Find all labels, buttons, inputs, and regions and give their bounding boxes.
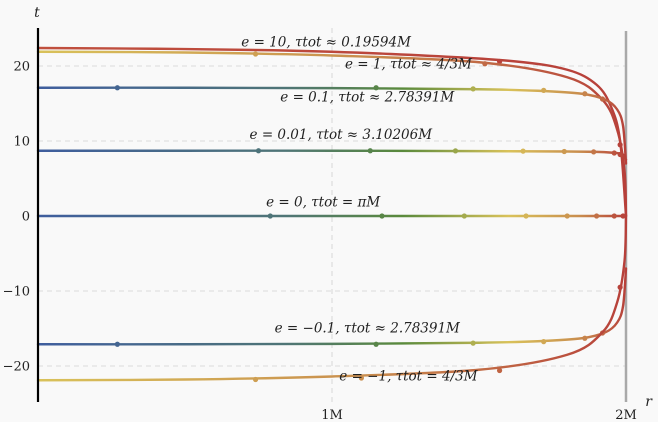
curve-label: e = 0, τtot = πM (266, 194, 381, 210)
series-point (541, 339, 547, 345)
y-tick-label: 20 (13, 60, 30, 75)
y-tick-label: −20 (3, 360, 30, 375)
series-point (582, 335, 588, 341)
y-tick-label: 0 (22, 210, 30, 225)
series-point (267, 213, 273, 219)
y-tick-label: 10 (13, 135, 30, 150)
series-point (620, 213, 626, 219)
series-point (114, 85, 120, 91)
curve-label: e = 1, τtot ≈ 4/3M (345, 56, 473, 72)
curve-label: e = −0.1, τtot ≈ 2.78391M (275, 320, 461, 336)
series-point (617, 284, 623, 290)
series-point (114, 341, 120, 347)
series-point (252, 51, 259, 57)
series-point (611, 213, 617, 219)
series-point (255, 148, 262, 154)
x-tick-label: 2M (615, 408, 637, 422)
series-point (541, 87, 547, 93)
series-point (461, 213, 467, 219)
x-axis-label: r (645, 394, 653, 410)
series-point (373, 85, 379, 91)
series-point (617, 142, 623, 148)
series-point (561, 148, 567, 155)
series-line-5 (36, 267, 628, 346)
series-point (373, 341, 379, 347)
series-point (379, 213, 385, 219)
curve-labels: e = 10, τtot ≈ 0.19594M e = 1, τtot ≈ 4/3… (241, 35, 478, 385)
x-tick-label: 1M (321, 408, 343, 422)
curve-label: e = 10, τtot ≈ 0.19594M (241, 35, 412, 51)
series-point (611, 150, 617, 156)
y-tick-label: −10 (3, 285, 30, 300)
series-point (599, 96, 606, 102)
series-point (591, 149, 597, 155)
series-point (452, 148, 459, 154)
series-point (367, 148, 373, 154)
y-axis-label: t (34, 5, 40, 21)
series-point (496, 367, 503, 374)
tick-labels: 20 10 0 −10 −20 1M 2M (3, 60, 637, 422)
series-point (482, 61, 488, 67)
series-line-2 (36, 86, 628, 165)
series-point (520, 148, 526, 154)
series-point (564, 213, 570, 219)
series-point (358, 375, 364, 381)
curve-label: e = 0.01, τtot ≈ 3.10206M (250, 127, 434, 143)
series-point (252, 376, 259, 383)
series-point (617, 151, 623, 158)
curve-label: e = −1, τtot = 4/3M (339, 368, 478, 384)
series-point (523, 213, 529, 219)
series-point (470, 86, 476, 92)
series-line-0 (36, 46, 628, 218)
series-point (594, 213, 600, 219)
series-point (582, 91, 588, 97)
curve-label: e = 0.1, τtot ≈ 2.78391M (280, 89, 455, 105)
series-point (470, 340, 476, 346)
series-group (36, 46, 628, 383)
series-point (496, 58, 503, 65)
